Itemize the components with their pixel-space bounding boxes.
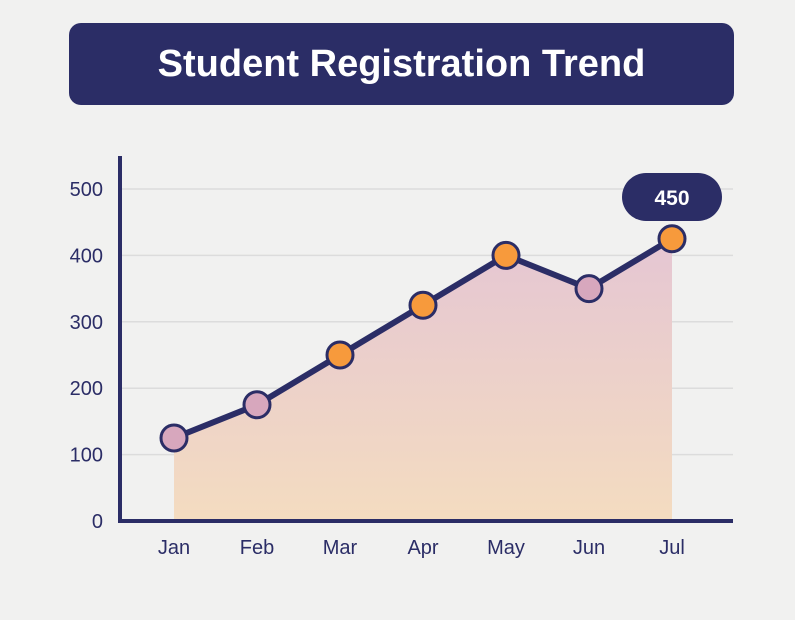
x-tick-label-mar: Mar [323,537,358,559]
chart-title: Student Registration Trend [157,42,646,85]
area-fill [174,238,672,522]
y-tick-label: 0 [92,511,103,533]
y-tick-label: 500 [70,179,103,201]
x-tick-label-apr: Apr [407,537,438,559]
data-point-mar [325,340,355,370]
y-tick-label: 100 [70,445,103,467]
data-points [159,224,687,453]
data-point-apr [408,290,438,320]
y-tick-label: 200 [70,378,103,400]
data-point-jan [159,423,189,453]
callout-bubble [622,173,722,221]
x-tick-label-jan: Jan [158,537,190,559]
data-point-jul [657,224,687,254]
callout: 450 [622,173,722,221]
y-tick-labels: 0 100 200 300 400 500 [70,179,103,533]
y-tick-label: 400 [70,245,103,267]
data-point-feb [242,390,272,420]
data-point-may [491,240,521,270]
axes [118,156,733,523]
x-tick-labels: Jan Feb Mar Apr May Jun Jul [158,537,685,559]
x-tick-label-jun: Jun [573,537,605,559]
x-tick-label-feb: Feb [240,537,274,559]
y-tick-label: 300 [70,312,103,334]
data-point-jun [574,274,604,304]
x-tick-label-may: May [487,537,525,559]
title-banner: Student Registration Trend [69,23,734,105]
callout-label: 450 [654,187,689,210]
x-tick-label-jul: Jul [659,537,685,559]
